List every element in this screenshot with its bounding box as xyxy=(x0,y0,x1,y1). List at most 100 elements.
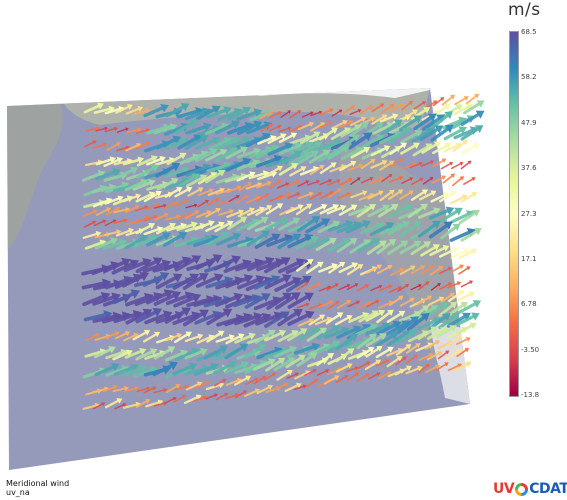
wind-arrow-head xyxy=(251,294,262,304)
wind-arrow-head xyxy=(355,146,364,155)
wind-arrow-head xyxy=(283,382,289,388)
wind-arrow-head xyxy=(254,377,259,382)
wind-arrow xyxy=(105,184,125,194)
wind-arrow-head xyxy=(143,329,151,336)
wind-arrow-head xyxy=(353,220,363,230)
wind-arrow-head xyxy=(181,307,191,317)
wind-arrow-head xyxy=(281,274,292,284)
wind-arrow-head xyxy=(338,109,343,113)
wind-arrow-head xyxy=(316,179,321,184)
wind-arrow xyxy=(349,241,367,254)
wind-arrow-head xyxy=(378,333,387,341)
wind-arrow-head xyxy=(258,206,265,213)
wind-arrow-head xyxy=(260,216,269,224)
wind-arrow-head xyxy=(163,203,167,208)
wind-arrow-head xyxy=(362,239,372,247)
wind-arrow-head xyxy=(242,157,252,167)
wind-arrow xyxy=(431,176,444,184)
wind-arrow xyxy=(255,314,278,326)
wind-arrow xyxy=(125,311,147,325)
wind-arrow xyxy=(455,338,468,345)
wind-arrow xyxy=(289,111,300,119)
wind-arrow-head xyxy=(110,362,120,372)
wind-arrow-head xyxy=(184,384,190,390)
wind-arrow xyxy=(395,345,409,356)
wind-arrow xyxy=(348,207,367,217)
wind-arrow xyxy=(316,141,337,151)
wind-arrow xyxy=(101,314,125,324)
wind-arrow-head xyxy=(317,192,323,197)
wind-arrow-head xyxy=(222,308,233,318)
wind-arrow xyxy=(114,332,128,340)
wind-arrow xyxy=(215,394,226,401)
wind-arrow xyxy=(389,269,402,277)
wind-arrow-head xyxy=(463,248,470,255)
wind-arrow-head xyxy=(138,364,148,374)
wind-arrow-head xyxy=(367,347,375,354)
wind-arrow-head xyxy=(219,148,228,157)
wind-arrow xyxy=(104,128,116,133)
wind-arrow-head xyxy=(215,197,220,203)
wind-arrow xyxy=(104,399,119,409)
wind-arrow xyxy=(203,298,227,308)
wind-arrow-head xyxy=(396,356,403,362)
wind-arrow xyxy=(245,183,260,190)
wind-arrow xyxy=(381,105,392,114)
wind-arrow xyxy=(412,145,429,157)
wind-arrow xyxy=(94,335,108,341)
wind-arrow-head xyxy=(450,173,456,178)
wind-arrow-head xyxy=(418,161,423,166)
wind-arrow-head xyxy=(386,309,394,316)
wind-arrow xyxy=(193,396,205,402)
wind-arrow xyxy=(413,116,433,131)
wind-arrow xyxy=(460,161,470,170)
wind-arrow xyxy=(155,276,178,290)
wind-arrow xyxy=(264,331,282,342)
wind-arrow xyxy=(458,267,469,275)
wind-arrow-head xyxy=(458,290,465,296)
wind-arrow xyxy=(419,192,434,201)
wind-arrow xyxy=(310,111,321,117)
wind-arrow xyxy=(348,135,368,150)
wind-arrow xyxy=(217,200,230,206)
wind-arrow-head xyxy=(378,176,384,182)
wind-arrow-head xyxy=(232,232,242,242)
wind-arrow xyxy=(285,356,302,369)
wind-arrow xyxy=(206,332,222,343)
wind-arrow-head xyxy=(385,222,395,231)
wind-arrow xyxy=(225,148,244,160)
wind-arrow-head xyxy=(104,126,109,131)
ice-cap xyxy=(229,88,430,98)
wind-arrow xyxy=(365,324,386,336)
wind-arrow-head xyxy=(116,229,122,235)
wind-arrow xyxy=(336,301,349,310)
wind-arrow-head xyxy=(397,189,404,195)
wind-arrow-head xyxy=(212,310,222,321)
wind-arrow xyxy=(395,357,405,366)
wind-arrow xyxy=(195,139,216,150)
wind-arrow xyxy=(346,284,357,291)
colorbar-tick-label: 47.9 xyxy=(521,118,537,127)
wind-arrow xyxy=(445,350,459,361)
wind-arrow-head xyxy=(231,136,240,145)
wind-arrow xyxy=(125,220,139,225)
wind-arrow xyxy=(440,226,457,240)
wind-arrow xyxy=(112,292,135,304)
wind-arrow xyxy=(246,124,268,135)
wind-arrow xyxy=(463,178,474,185)
wind-arrow-head xyxy=(425,143,433,151)
wind-arrow-head xyxy=(304,292,314,302)
wind-arrow-head xyxy=(102,142,108,148)
wind-arrow xyxy=(236,220,256,232)
wind-arrow xyxy=(257,137,273,145)
wind-arrow-head xyxy=(438,265,444,271)
wind-arrow-head xyxy=(191,255,202,265)
wind-arrow-head xyxy=(149,235,158,244)
wind-arrow-head xyxy=(455,104,463,111)
wind-arrow-head xyxy=(293,150,303,159)
wind-arrow xyxy=(233,297,256,308)
wind-arrow xyxy=(113,313,137,324)
wind-arrow-head xyxy=(378,190,384,196)
wind-arrow xyxy=(410,266,423,275)
